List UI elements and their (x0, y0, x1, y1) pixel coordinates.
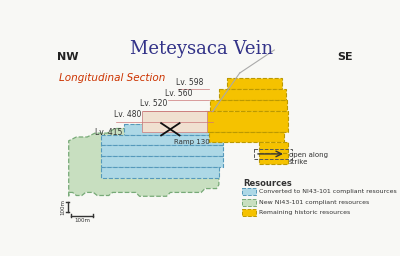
Bar (219, 89, 286, 100)
Bar (101, 135, 223, 145)
Text: open along
strike: open along strike (289, 152, 328, 165)
Text: Lv. 520: Lv. 520 (140, 100, 168, 109)
Text: 100m: 100m (61, 199, 66, 215)
Text: Resources: Resources (244, 179, 292, 188)
Text: Lv. 598: Lv. 598 (176, 78, 203, 87)
Text: SE: SE (337, 52, 353, 62)
Bar (209, 132, 284, 142)
Bar (101, 167, 219, 178)
Bar (101, 156, 223, 167)
Text: 100m: 100m (74, 218, 90, 223)
Text: Converted to NI43-101 compliant resources: Converted to NI43-101 compliant resource… (259, 189, 397, 194)
Bar (242, 209, 256, 216)
Bar (210, 100, 287, 111)
Text: Ramp 130: Ramp 130 (174, 138, 210, 145)
Text: NW: NW (57, 52, 79, 62)
Text: Longitudinal Section: Longitudinal Section (59, 73, 165, 83)
Bar (254, 148, 292, 159)
Text: New NI43-101 compliant resources: New NI43-101 compliant resources (259, 199, 369, 205)
Bar (242, 188, 256, 195)
Bar (226, 78, 282, 89)
Bar (259, 142, 288, 153)
Text: Lv. 480: Lv. 480 (114, 110, 142, 119)
Bar (205, 111, 288, 132)
Bar (124, 124, 223, 135)
Text: Lv. 560: Lv. 560 (165, 89, 192, 98)
Text: Remaining historic resources: Remaining historic resources (259, 210, 350, 215)
Text: Lv. 415: Lv. 415 (95, 128, 122, 137)
Text: Meteysaca Vein: Meteysaca Vein (130, 40, 273, 58)
Bar (142, 111, 207, 132)
Bar (101, 145, 223, 156)
Bar (242, 199, 256, 206)
Bar (259, 153, 288, 164)
Polygon shape (69, 122, 219, 196)
